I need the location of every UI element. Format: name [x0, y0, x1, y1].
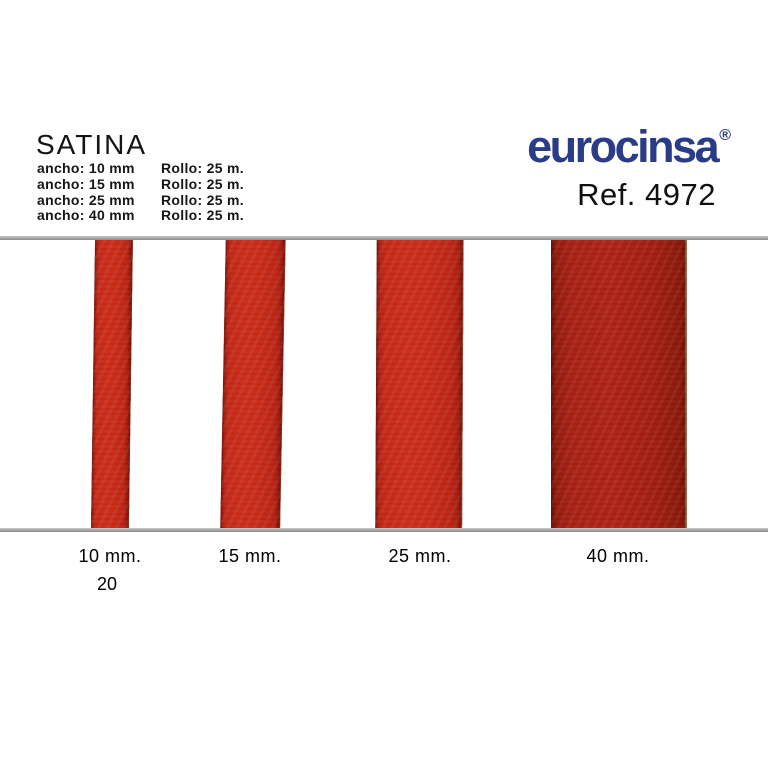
ribbon-swatch-40mm [551, 238, 687, 530]
reference-number: Ref. 4972 [577, 177, 716, 212]
ribbon-swatch-15mm [220, 237, 286, 531]
spec-rollo: Rollo: 25 m. [161, 191, 244, 208]
spec-ancho: ancho: 40 mm [37, 207, 135, 224]
ribbon-swatch-25mm [375, 237, 464, 531]
registered-trademark-icon: ® [719, 127, 731, 144]
product-specs: ancho: 10 mm Rollo: 25 m. ancho: 15 mm R… [37, 160, 244, 224]
ribbon-size-label: 15 mm. [218, 546, 282, 566]
ribbon-size-label: 10 mm. [78, 546, 142, 566]
ribbon-swatch-10mm [90, 237, 134, 531]
spec-ancho: ancho: 15 mm [37, 175, 135, 192]
ribbon-size-label: 40 mm. [586, 546, 650, 566]
top-rule-divider [0, 236, 768, 240]
bottom-rule-divider [0, 528, 768, 532]
spec-rollo: Rollo: 25 m. [161, 207, 244, 224]
product-title: SATINA [36, 129, 148, 160]
spec-rollo: Rollo: 25 m. [161, 160, 244, 176]
spec-rollo: Rollo: 25 m. [161, 175, 244, 192]
spec-ancho: ancho: 25 mm [37, 191, 135, 208]
brand-logo: eurocinsa ® [527, 124, 731, 169]
spec-ancho: ancho: 10 mm [37, 160, 135, 176]
page-number: 20 [96, 574, 118, 594]
brand-block: eurocinsa ® Ref. 4972 [527, 124, 731, 213]
ribbon-size-label: 25 mm. [388, 546, 452, 566]
brand-logo-text: eurocinsa [527, 121, 720, 172]
